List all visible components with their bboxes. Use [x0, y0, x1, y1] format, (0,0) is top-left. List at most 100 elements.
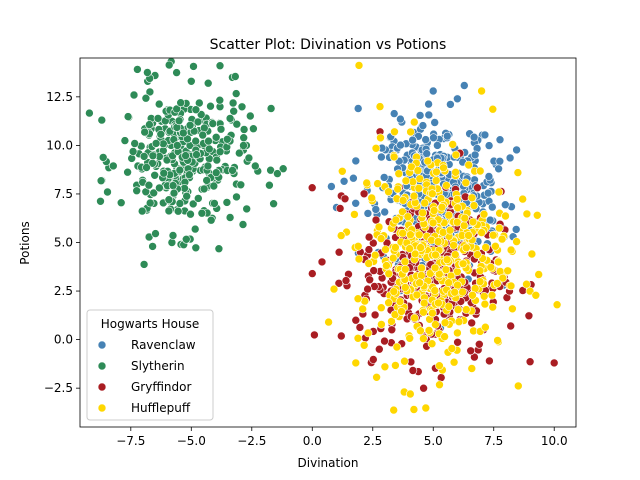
point-gryffindor [473, 183, 482, 192]
point-ravenclaw [424, 99, 433, 109]
point-slytherin [148, 151, 158, 161]
point-slytherin [197, 208, 207, 218]
point-slytherin [199, 184, 209, 194]
point-hufflepuff [403, 212, 413, 221]
point-slytherin [103, 187, 112, 197]
point-hufflepuff [420, 198, 430, 208]
point-hufflepuff [454, 317, 464, 327]
point-slytherin [191, 243, 201, 253]
point-slytherin [120, 136, 130, 145]
point-hufflepuff [389, 287, 399, 296]
point-hufflepuff [440, 332, 449, 341]
point-slytherin [190, 224, 200, 234]
point-slytherin [169, 188, 179, 198]
point-hufflepuff [453, 328, 462, 338]
point-slytherin [167, 238, 177, 247]
point-hufflepuff [412, 290, 422, 300]
point-hufflepuff [450, 250, 460, 259]
point-hufflepuff [525, 286, 535, 296]
x-tick-label: −2.5 [237, 434, 266, 448]
point-slytherin [137, 206, 147, 216]
point-hufflepuff [494, 187, 504, 197]
point-hufflepuff [358, 304, 368, 314]
point-gryffindor [436, 373, 446, 382]
point-hufflepuff [397, 307, 406, 316]
point-slytherin [228, 166, 237, 175]
point-gryffindor [453, 337, 462, 347]
point-hufflepuff [452, 194, 462, 204]
point-slytherin [211, 133, 221, 142]
point-slytherin [205, 144, 214, 154]
y-tick-label: 5.0 [54, 236, 73, 250]
point-slytherin [164, 206, 174, 216]
legend-box [86, 309, 214, 421]
point-hufflepuff [409, 117, 419, 127]
point-slytherin [182, 191, 191, 201]
point-ravenclaw [327, 182, 336, 191]
point-hufflepuff [353, 333, 363, 343]
point-gryffindor [470, 352, 479, 362]
point-hufflepuff [492, 279, 502, 288]
point-ravenclaw [339, 177, 349, 186]
point-hufflepuff [414, 183, 424, 193]
point-gryffindor [340, 194, 350, 204]
point-gryffindor [549, 358, 559, 368]
point-hufflepuff [444, 210, 454, 220]
point-gryffindor [524, 311, 534, 321]
point-hufflepuff [400, 264, 410, 274]
point-hufflepuff [467, 193, 477, 203]
point-slytherin [231, 72, 240, 81]
point-slytherin [215, 95, 225, 105]
point-hufflepuff [475, 166, 485, 176]
point-ravenclaw [351, 199, 361, 208]
point-hufflepuff [427, 339, 437, 349]
point-hufflepuff [475, 277, 485, 286]
point-slytherin [129, 90, 139, 100]
point-slytherin [244, 153, 254, 163]
point-hufflepuff [393, 184, 403, 194]
point-hufflepuff [434, 298, 443, 308]
point-hufflepuff [522, 279, 531, 289]
point-hufflepuff [532, 211, 542, 220]
point-slytherin [141, 93, 151, 103]
point-hufflepuff [419, 334, 428, 343]
point-slytherin [242, 204, 251, 214]
point-slytherin [196, 110, 206, 119]
point-hufflepuff [405, 333, 415, 343]
y-tick-label: 0.0 [54, 333, 73, 347]
point-hufflepuff [447, 344, 457, 353]
point-hufflepuff [440, 318, 450, 328]
point-slytherin [191, 136, 200, 146]
point-hufflepuff [433, 237, 443, 246]
point-slytherin [98, 153, 108, 162]
point-ravenclaw [512, 145, 521, 155]
point-hufflepuff [419, 298, 429, 308]
point-slytherin [237, 102, 247, 112]
point-slytherin [153, 114, 163, 123]
point-gryffindor [317, 257, 327, 267]
point-hufflepuff [377, 320, 386, 329]
point-gryffindor [307, 183, 317, 192]
point-hufflepuff [423, 156, 433, 166]
point-hufflepuff [384, 298, 393, 308]
legend-label-slytherin: Slytherin [131, 359, 185, 373]
point-slytherin [133, 65, 142, 74]
point-hufflepuff [416, 243, 425, 252]
point-hufflepuff [372, 372, 381, 382]
point-gryffindor [474, 339, 484, 349]
x-axis: −7.5 −5.0 −2.5 0.0 2.5 5.0 7.5 10.0 [116, 427, 568, 448]
point-hufflepuff [451, 168, 460, 177]
point-hufflepuff [389, 405, 399, 415]
point-hufflepuff [388, 253, 398, 263]
point-slytherin [228, 98, 238, 108]
point-ravenclaw [377, 152, 386, 162]
point-slytherin [187, 77, 196, 86]
point-hufflepuff [400, 356, 409, 366]
point-hufflepuff [390, 127, 399, 137]
point-gryffindor [467, 318, 477, 328]
point-slytherin [150, 171, 159, 180]
point-hufflepuff [336, 231, 346, 240]
x-tick-label: −7.5 [116, 434, 145, 448]
point-slytherin [116, 198, 126, 207]
